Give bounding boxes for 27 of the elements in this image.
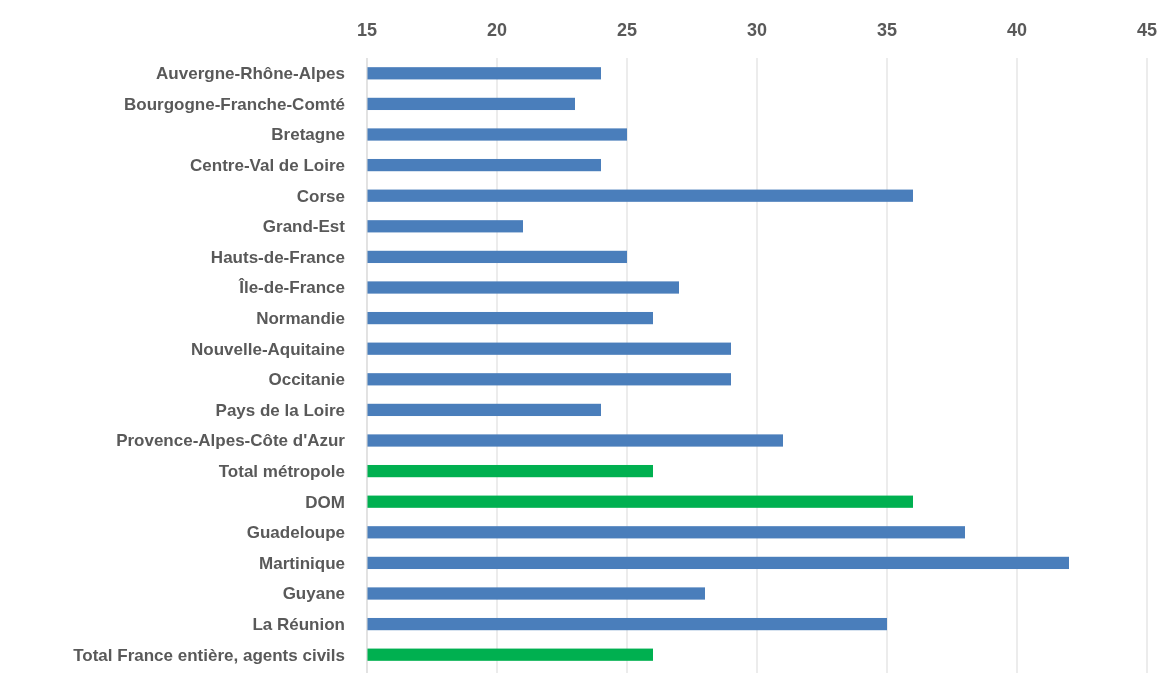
x-tick-label: 35 xyxy=(876,20,898,40)
x-tick-label: 25 xyxy=(616,20,638,40)
x-tick-label: 20 xyxy=(486,20,508,40)
x-tick-label: 15 xyxy=(356,20,378,40)
y-tick-label: Centre-Val de Loire xyxy=(190,156,345,176)
y-tick-label: Bretagne xyxy=(271,125,345,145)
y-tick-label: Corse xyxy=(296,186,345,206)
y-tick-label: Normandie xyxy=(256,309,345,329)
y-tick-label: Guadeloupe xyxy=(246,523,345,543)
y-tick-label: Auvergne-Rhône-Alpes xyxy=(156,64,345,84)
x-tick-label: 45 xyxy=(1136,20,1158,40)
y-tick-label: Nouvelle-Aquitaine xyxy=(191,339,345,359)
y-tick-label: Occitanie xyxy=(268,370,345,390)
y-tick-label: DOM xyxy=(305,492,345,512)
y-tick-label: Martinique xyxy=(259,553,345,573)
y-tick-label: Total France entière, agents civils xyxy=(73,645,345,665)
y-tick-label: Bourgogne-Franche-Comté xyxy=(124,94,345,114)
x-tick-label: 40 xyxy=(1006,20,1028,40)
y-tick-label: Île-de-France xyxy=(238,278,345,298)
y-tick-label: Guyane xyxy=(282,584,345,604)
y-tick-label: Hauts-de-France xyxy=(210,247,345,267)
y-tick-label: Pays de la Loire xyxy=(215,400,345,420)
x-tick-label: 30 xyxy=(746,20,768,40)
y-tick-label: Total métropole xyxy=(218,462,345,482)
y-tick-label: La Réunion xyxy=(252,615,345,635)
y-tick-label: Provence-Alpes-Côte d'Azur xyxy=(116,431,346,451)
y-tick-label: Grand-Est xyxy=(262,217,346,237)
